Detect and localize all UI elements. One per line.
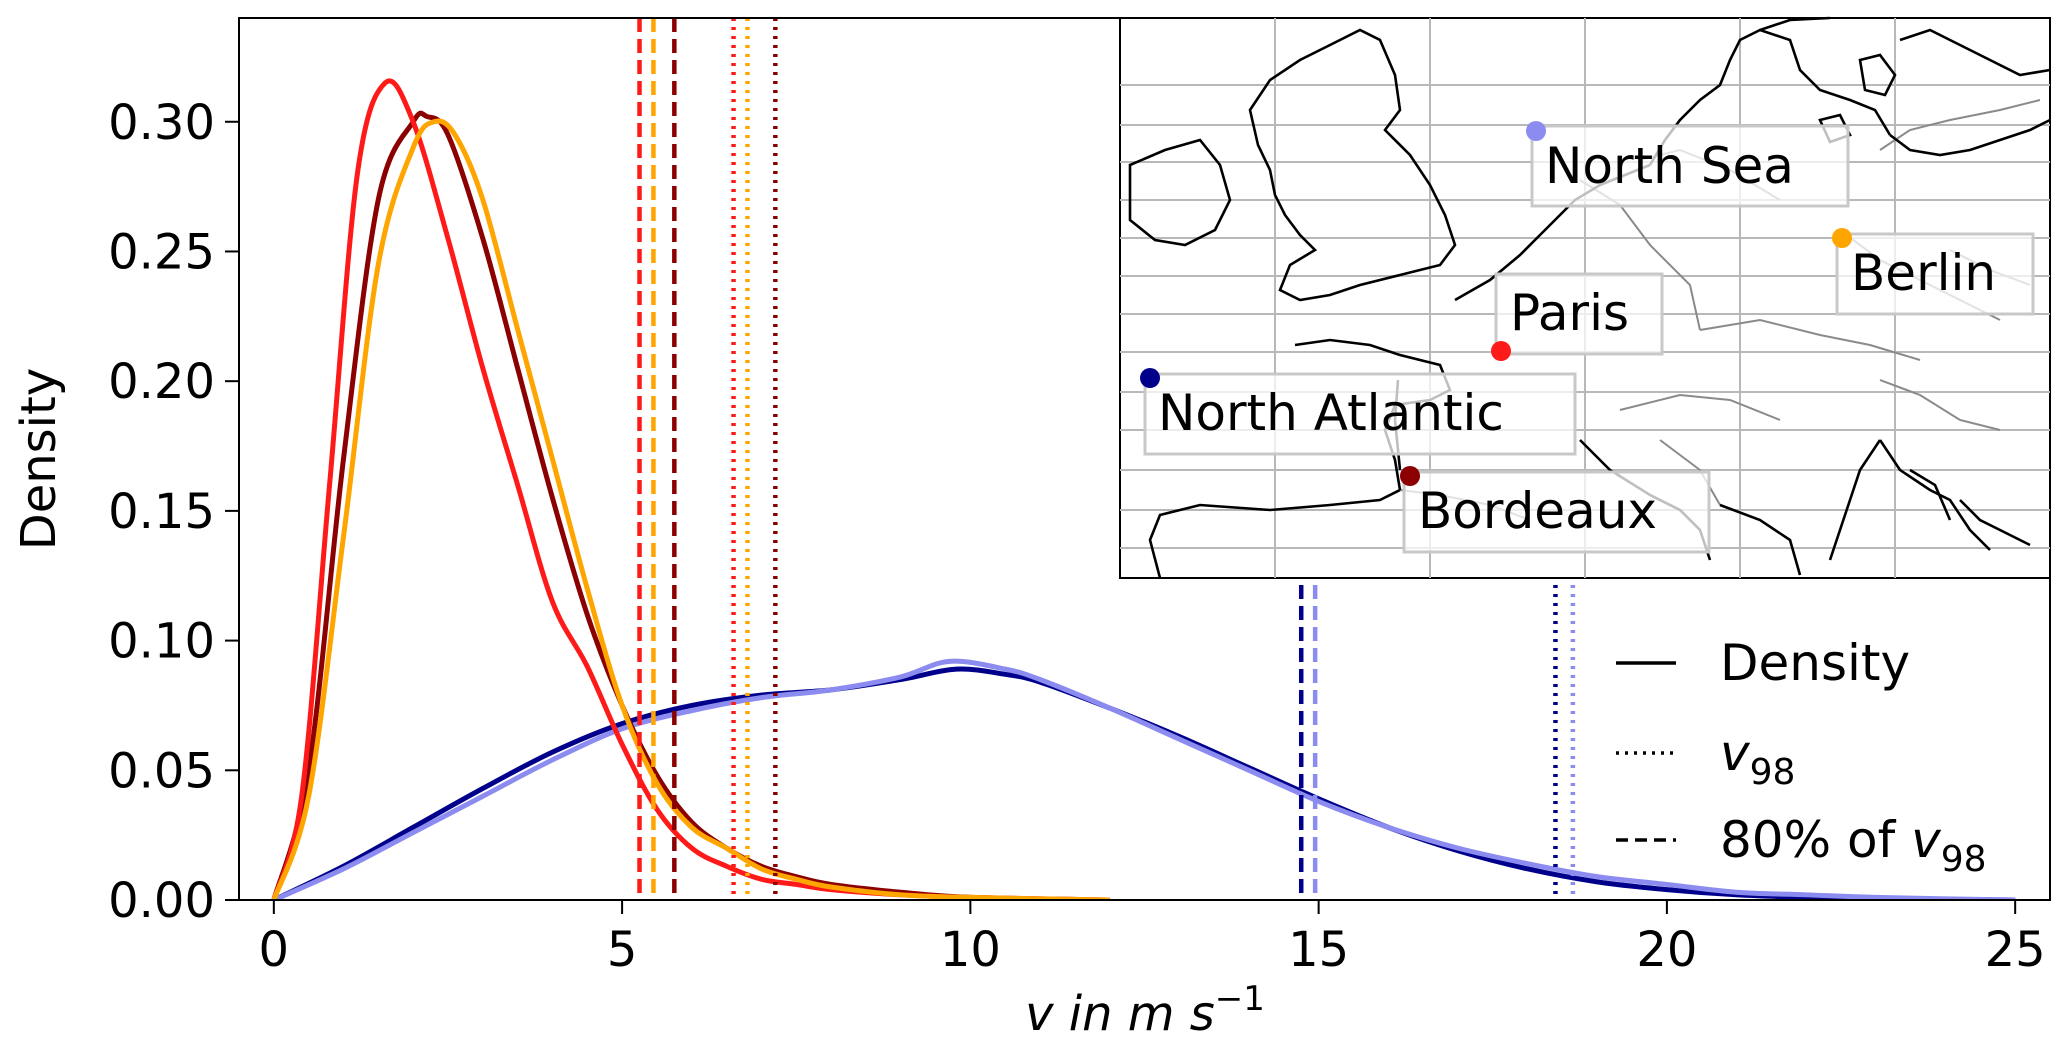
label-box-bordeaux	[1402, 470, 1711, 554]
x-axis-label-text: v in m s	[1025, 986, 1215, 1042]
x-tick-label: 20	[1636, 922, 1697, 978]
y-tick-label: 0.10	[108, 614, 215, 670]
density-curve-paris	[271, 78, 1110, 900]
legend: Density v98 80% of v98	[1616, 634, 1987, 880]
marker-north-sea	[1526, 121, 1546, 141]
label-box-north-atlantic	[1143, 372, 1577, 456]
density-curve-bordeaux	[271, 110, 1110, 900]
label-box-paris	[1494, 272, 1664, 356]
y-tick-label: 0.15	[108, 484, 215, 540]
x-tick-label: 10	[940, 922, 1001, 978]
legend-label-80pct-v98: 80% of v98	[1720, 811, 1987, 880]
marker-north-atlantic	[1140, 368, 1160, 388]
marker-berlin	[1832, 228, 1852, 248]
y-tick-label: 0.25	[108, 224, 215, 280]
density-curves	[271, 78, 2016, 900]
density-curve-north-sea	[272, 658, 2016, 900]
x-axis-label-sup: −1	[1215, 979, 1265, 1019]
y-tick-label: 0.00	[108, 873, 215, 929]
label-bordeaux: Bordeaux	[1418, 482, 1657, 540]
x-tick-label: 5	[607, 922, 638, 978]
inset-map: North Sea Berlin Paris North Atlantic Bo	[1119, 16, 2051, 579]
marker-paris	[1491, 341, 1511, 361]
legend-v98-sub: 98	[1750, 752, 1796, 793]
legend-80pct-base: 80% of	[1720, 811, 1911, 869]
density-curve-berlin	[271, 118, 1110, 900]
x-axis-label: v in m s−1	[1025, 979, 1265, 1042]
map-labels: North Sea Berlin Paris North Atlantic Bo	[1140, 121, 2035, 554]
x-axis-ticks: 0 5 10 15 20 25	[259, 900, 2046, 978]
legend-label-v98: v98	[1720, 724, 1795, 793]
legend-80pct-sub: 98	[1941, 839, 1987, 880]
y-axis-ticks: 0.00 0.05 0.10 0.15 0.20 0.25 0.30	[108, 95, 239, 929]
label-north-sea: North Sea	[1545, 137, 1794, 195]
legend-label-density: Density	[1720, 634, 1910, 692]
y-axis-label: Density	[11, 368, 67, 550]
marker-bordeaux	[1400, 466, 1420, 486]
legend-80pct-v: v	[1911, 811, 1942, 869]
label-north-atlantic: North Atlantic	[1158, 384, 1504, 442]
y-tick-label: 0.30	[108, 95, 215, 151]
label-berlin: Berlin	[1851, 244, 1996, 302]
label-paris: Paris	[1510, 284, 1629, 342]
location-bordeaux: Bordeaux	[1400, 466, 1711, 554]
label-box-north-sea	[1530, 124, 1850, 208]
label-box-berlin	[1835, 232, 2035, 316]
location-north-sea: North Sea	[1526, 121, 1850, 208]
location-berlin: Berlin	[1832, 228, 2035, 316]
x-tick-label: 25	[1985, 922, 2046, 978]
location-north-atlantic: North Atlantic	[1140, 368, 1577, 456]
x-tick-label: 15	[1288, 922, 1349, 978]
y-tick-label: 0.05	[108, 743, 215, 799]
legend-v98-base: v	[1720, 724, 1751, 782]
x-tick-label: 0	[259, 922, 290, 978]
y-tick-label: 0.20	[108, 354, 215, 410]
location-paris: Paris	[1491, 272, 1664, 361]
